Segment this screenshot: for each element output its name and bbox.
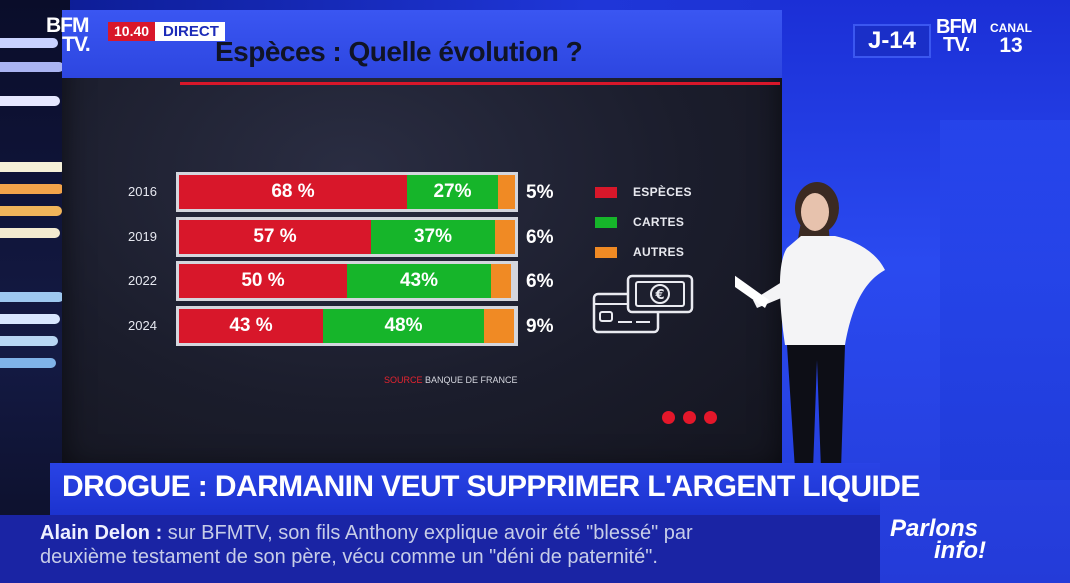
clock-time: 10.40 [108, 22, 156, 41]
wall-light-stripe [0, 38, 58, 48]
y-tick-label: 2016 [128, 184, 157, 199]
bar-segment-espèces: 68 % [179, 175, 407, 209]
ticker-name: Alain Delon : [40, 522, 163, 544]
bar-segment-cartes: 27% [407, 175, 498, 209]
bar-segment-autres [491, 264, 511, 298]
studio-panel [940, 120, 1070, 480]
bar-segment-espèces: 43 % [179, 309, 323, 343]
carousel-dots-icon [662, 411, 717, 424]
legend-swatch [595, 246, 617, 258]
bfm-tv-logo: BFM TV. [46, 14, 91, 56]
news-ticker [0, 515, 880, 583]
legend-label: AUTRES [633, 245, 685, 259]
bar-row: 68 % 27% [176, 172, 518, 212]
legend-item: ESPÈCES [595, 185, 692, 199]
bar-row: 57 % 37% [176, 217, 518, 257]
autres-value-label: 9% [526, 316, 554, 337]
presenter [735, 182, 885, 470]
bar-segment-autres [484, 309, 514, 343]
show-logo: Parlons info! [890, 515, 986, 564]
canal-label: CANAL [990, 21, 1032, 35]
carousel-dot [683, 411, 696, 424]
screen-header-band [62, 10, 782, 78]
wall-light-stripe [0, 358, 56, 368]
partner-channel-logo: BFM TV. [936, 16, 977, 56]
headline-text: DROGUE : DARMANIN VEUT SUPPRIMER L'ARGEN… [62, 470, 920, 503]
svg-text:€: € [654, 288, 664, 303]
carousel-dot [704, 411, 717, 424]
wall-light-stripe [0, 62, 64, 72]
legend-item: CARTES [595, 215, 684, 229]
chart-title: Espèces : Quelle évolution ? [215, 36, 583, 67]
title-underline [180, 82, 780, 85]
carousel-dot [662, 411, 675, 424]
bar-segment-cartes: 37% [371, 220, 495, 254]
ticker-line-2: deuxième testament de son père, vécu com… [40, 546, 658, 568]
canal-number-logo: CANAL 13 [990, 20, 1032, 57]
autres-value-label: 6% [526, 227, 554, 248]
canal-number: 13 [999, 34, 1023, 57]
wall-light-stripe [0, 336, 58, 346]
y-tick-label: 2019 [128, 229, 157, 244]
chart-source: SOURCE BANQUE DE FRANCE [384, 375, 518, 385]
wall-light-stripe [0, 314, 60, 324]
autres-value-label: 5% [526, 182, 554, 203]
wall-light-stripe [0, 96, 60, 106]
legend-label: ESPÈCES [633, 185, 692, 199]
y-tick-label: 2022 [128, 273, 157, 288]
bar-segment-espèces: 57 % [179, 220, 371, 254]
legend-swatch [595, 186, 617, 198]
legend-label: CARTES [633, 215, 685, 229]
ticker-line-1: Alain Delon : sur BFMTV, son fils Anthon… [40, 522, 693, 545]
wall-light-stripe [0, 184, 64, 194]
bar-row: 50 % 43% [176, 261, 518, 301]
live-label: DIRECT [163, 23, 219, 40]
ticker-text-1: sur BFMTV, son fils Anthony explique avo… [167, 522, 693, 544]
autres-value-label: 6% [526, 271, 554, 292]
studio-wall-left [0, 0, 70, 583]
wall-light-stripe [0, 292, 64, 302]
source-name: BANQUE DE FRANCE [425, 375, 518, 385]
legend-item: AUTRES [595, 245, 684, 259]
bar-row: 43 % 48% [176, 306, 518, 346]
bar-segment-autres [498, 175, 515, 209]
y-tick-label: 2024 [128, 318, 157, 333]
wall-light-stripe [0, 228, 60, 238]
show-logo-line-1: Parlons [890, 515, 979, 542]
countdown-badge: J-14 [853, 24, 931, 58]
banknote-and-card-icon: € [592, 274, 694, 334]
legend-swatch [595, 216, 617, 228]
wall-light-stripe [0, 206, 62, 216]
live-badge: 10.40 DIRECT [108, 22, 225, 41]
show-logo-line-2: info! [934, 537, 986, 564]
wall-light-stripe [0, 162, 66, 172]
bar-segment-autres [495, 220, 515, 254]
bar-segment-espèces: 50 % [179, 264, 347, 298]
source-keyword: SOURCE [384, 375, 423, 385]
bar-segment-cartes: 48% [323, 309, 484, 343]
bar-segment-cartes: 43% [347, 264, 491, 298]
headline-banner [50, 463, 880, 515]
